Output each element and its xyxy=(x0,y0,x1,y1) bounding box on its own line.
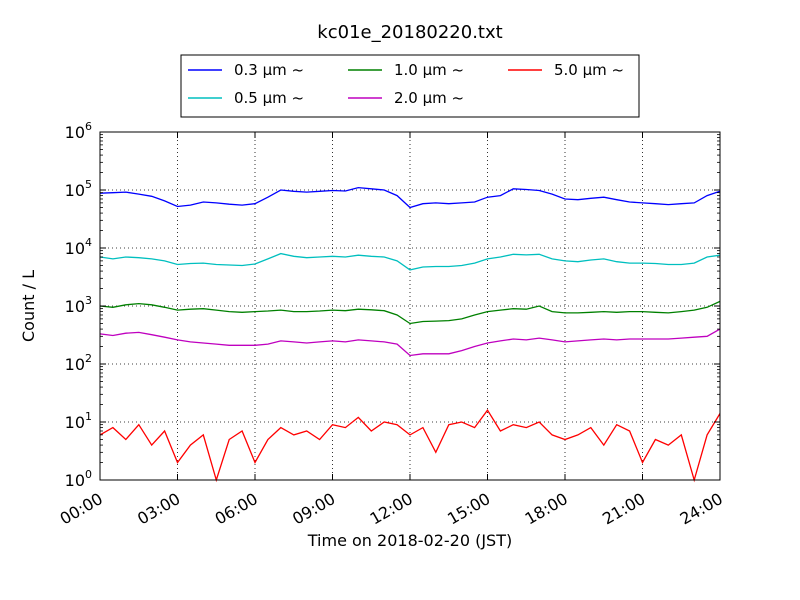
series-layer xyxy=(99,186,721,483)
y-tick-label: 104 xyxy=(65,236,92,258)
grid xyxy=(100,132,720,480)
x-tick-label: 06:00 xyxy=(212,489,261,529)
series-line-3 xyxy=(99,328,721,357)
y-tick-labels: 100 101 102 103 104 105 106 xyxy=(65,120,92,490)
x-tick-label: 03:00 xyxy=(134,489,183,529)
y-axis-label: Count / L xyxy=(19,270,38,342)
x-tick-label: 18:00 xyxy=(522,489,571,529)
x-tick-labels: 00:00 03:00 06:00 09:00 12:00 15:00 18:00 21:00… xyxy=(57,489,726,529)
y-tick-label: 102 xyxy=(65,352,92,374)
x-tick-label: 21:00 xyxy=(599,489,648,529)
y-tick-label: 105 xyxy=(65,178,92,200)
legend-label-3: 2.0 μm ~ xyxy=(394,89,464,107)
series-line-1 xyxy=(99,252,721,271)
series-line-0 xyxy=(99,186,721,209)
legend-label-4: 5.0 μm ~ xyxy=(554,61,624,79)
legend: 0.3 μm ~ 0.5 μm ~ 1.0 μm ~ 2.0 μm ~ 5.0 μm ~ xyxy=(180,54,640,118)
chart-title: kc01e_20180220.txt xyxy=(317,22,502,43)
x-axis-label: Time on 2018-02-20 (JST) xyxy=(307,531,512,550)
legend-frame xyxy=(180,54,640,118)
y-tick-label: 101 xyxy=(65,410,92,432)
y-tick-label: 103 xyxy=(65,294,92,316)
ticks xyxy=(99,131,721,481)
x-tick-label: 00:00 xyxy=(57,489,106,529)
legend-label-2: 1.0 μm ~ xyxy=(394,61,464,79)
x-tick-label: 12:00 xyxy=(367,489,416,529)
x-tick-label: 15:00 xyxy=(444,489,493,529)
series-line-2 xyxy=(99,300,721,325)
x-tick-label: 24:00 xyxy=(677,489,726,529)
y-tick-label: 100 xyxy=(65,468,92,490)
y-tick-label: 106 xyxy=(65,120,92,142)
legend-label-0: 0.3 μm ~ xyxy=(234,61,304,79)
x-tick-label: 09:00 xyxy=(289,489,338,529)
legend-label-1: 0.5 μm ~ xyxy=(234,89,304,107)
series-line-4 xyxy=(99,409,721,483)
